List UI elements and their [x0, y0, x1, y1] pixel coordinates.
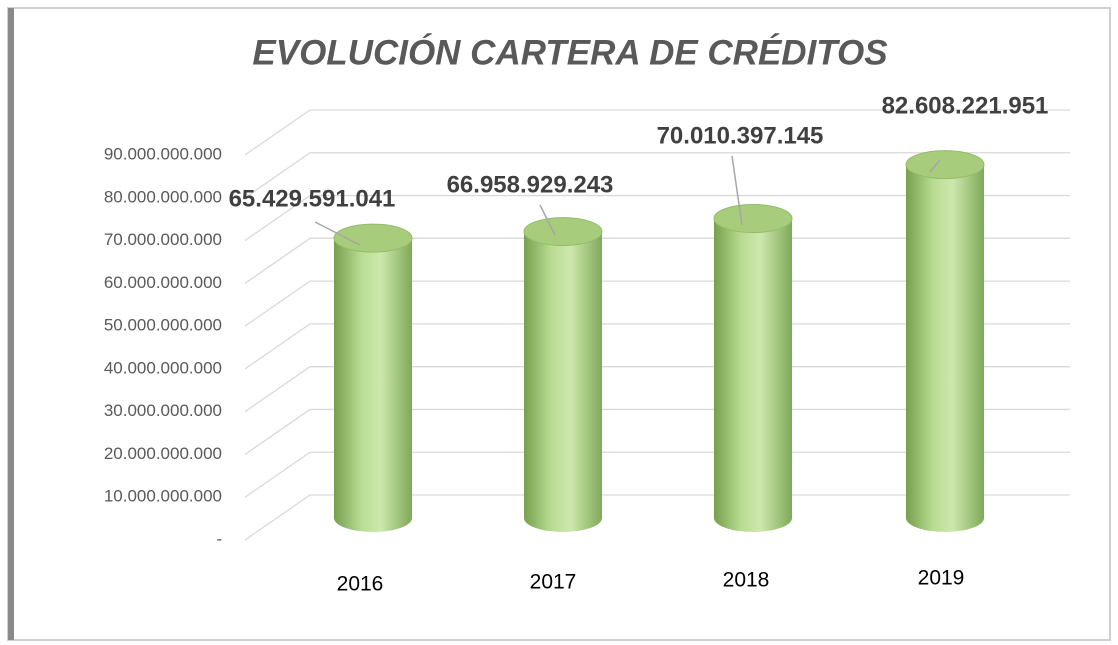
leader-line: [314, 221, 361, 246]
value-label: 82.608.221.951: [882, 92, 1049, 119]
x-tick-label: 2016: [337, 573, 384, 596]
grid-line: [244, 366, 1070, 413]
chart-title: EVOLUCIÓN CARTERA DE CRÉDITOS: [252, 32, 887, 72]
bar-top: [333, 223, 413, 253]
y-tick-label: 30.000.000.000: [104, 401, 222, 420]
y-tick-label: 10.000.000.000: [104, 487, 222, 506]
bar-top: [523, 217, 603, 247]
bar-top: [905, 150, 985, 180]
y-tick-label: 50.000.000.000: [104, 316, 222, 335]
leader-line: [539, 204, 556, 236]
bar: [524, 231, 602, 532]
x-tick-label: 2019: [918, 567, 965, 590]
leader-line: [929, 159, 941, 173]
grid-line: [244, 194, 1070, 242]
grid-line: [244, 109, 1070, 156]
y-tick-label: 80.000.000.000: [104, 187, 222, 206]
leader-line: [731, 155, 743, 226]
value-label: 70.010.397.145: [657, 122, 824, 149]
grid-line: [244, 237, 1070, 284]
y-tick-label: 90.000.000.000: [104, 144, 222, 163]
y-tick-label: 20.000.000.000: [104, 444, 222, 463]
y-tick-label: 40.000.000.000: [104, 358, 222, 377]
grid-line: [244, 494, 1070, 541]
y-tick-label: 70.000.000.000: [104, 230, 222, 249]
grid-line: [244, 280, 1070, 327]
bar: [334, 238, 412, 532]
frame-edge: [8, 8, 14, 640]
grid-line: [244, 408, 1070, 455]
bar: [714, 218, 792, 532]
bar: [906, 164, 984, 533]
y-tick-label: 60.000.000.000: [104, 273, 222, 292]
value-label: 66.958.929.243: [447, 171, 614, 198]
x-tick-label: 2018: [723, 569, 770, 592]
x-tick-label: 2017: [530, 571, 577, 594]
y-tick-label: -: [216, 529, 222, 548]
bar-top: [713, 204, 793, 234]
value-label: 65.429.591.041: [229, 185, 396, 212]
grid-line: [244, 152, 1070, 199]
grid-line: [244, 323, 1070, 370]
grid-line: [244, 451, 1070, 498]
